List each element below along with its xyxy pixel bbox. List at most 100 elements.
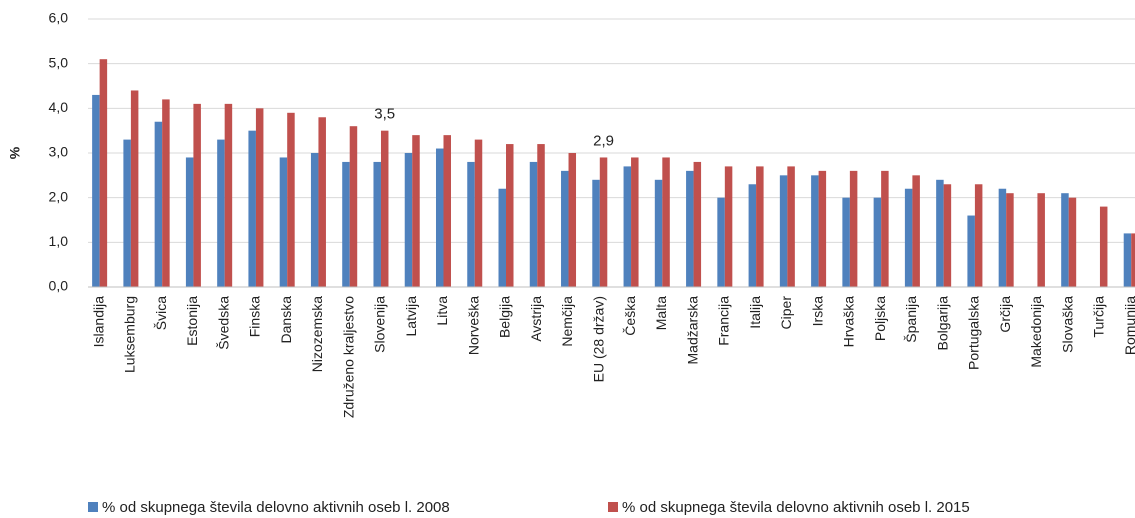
x-tick-label: Litva <box>434 296 450 326</box>
x-tick-label: Estonija <box>184 296 200 346</box>
x-tick-label: Hrvaška <box>841 296 857 348</box>
bar <box>693 161 702 287</box>
bar <box>154 121 163 287</box>
bar <box>912 175 920 287</box>
x-tick-label: Romunija <box>1122 296 1135 355</box>
y-tick-label: 5,0 <box>49 54 69 70</box>
y-axis-label: % <box>7 146 23 159</box>
bar <box>943 184 952 287</box>
bar <box>248 130 256 287</box>
bar <box>435 148 444 287</box>
bar <box>92 94 100 287</box>
bar <box>787 166 795 287</box>
bar <box>185 157 194 287</box>
bar <box>1061 193 1069 287</box>
x-tick-label: Slovenija <box>372 296 388 353</box>
x-tick-label: Makedonija <box>1028 296 1044 368</box>
bar <box>412 135 420 287</box>
bar <box>287 112 295 287</box>
x-tick-label: Nemčija <box>559 296 575 347</box>
bar <box>1099 206 1108 287</box>
bar <box>904 188 913 287</box>
bar <box>193 103 201 287</box>
bar <box>537 144 545 287</box>
bar <box>599 157 608 287</box>
bar <box>529 161 538 287</box>
x-tick-label: Finska <box>247 296 263 337</box>
x-tick-label: Bolgarija <box>934 296 950 351</box>
bar <box>936 179 944 287</box>
y-tick-label: 2,0 <box>49 188 69 204</box>
bar <box>974 184 983 287</box>
bar <box>1037 193 1045 287</box>
bar <box>443 135 451 287</box>
x-tick-label: Danska <box>278 296 294 344</box>
bar <box>474 139 483 287</box>
bar <box>748 184 757 287</box>
bar <box>1131 233 1135 287</box>
data-label: 2,9 <box>593 132 614 149</box>
bar <box>818 170 827 287</box>
bar <box>1068 197 1077 287</box>
y-tick-label: 4,0 <box>49 99 69 115</box>
bar <box>631 157 639 287</box>
x-tick-label: Norveška <box>465 296 481 355</box>
bar <box>467 161 475 287</box>
bar <box>310 153 319 287</box>
x-tick-label: Ciper <box>778 296 794 330</box>
bar <box>717 197 725 287</box>
bar <box>224 103 233 287</box>
y-tick-label: 3,0 <box>49 144 69 160</box>
bar <box>662 157 670 287</box>
bar <box>373 161 381 287</box>
x-tick-label: Luksemburg <box>122 296 138 373</box>
x-tick-label: Italija <box>747 296 763 329</box>
data-label: 3,5 <box>374 106 395 123</box>
x-tick-label: Avstrija <box>528 296 544 342</box>
bar <box>756 166 764 287</box>
bar <box>217 139 225 287</box>
x-tick-label: Nizozemska <box>309 296 325 372</box>
bar <box>998 188 1007 287</box>
bar <box>404 153 413 287</box>
bar <box>686 170 694 287</box>
x-tick-label: Švica <box>153 296 169 330</box>
x-tick-label: Turčija <box>1091 296 1107 338</box>
bar <box>255 108 264 287</box>
legend-swatch <box>88 502 98 512</box>
bar <box>561 170 569 287</box>
bar <box>881 170 889 287</box>
bar <box>162 99 170 288</box>
bar <box>380 130 389 287</box>
x-tick-label: Irska <box>809 296 825 327</box>
bar <box>779 175 788 287</box>
x-tick-label: Islandija <box>90 296 106 348</box>
bar <box>967 215 975 287</box>
x-tick-label: Združeno kraljestvo <box>340 296 356 418</box>
bar <box>1123 233 1132 287</box>
bar <box>811 175 819 287</box>
x-tick-label: Francija <box>716 296 732 346</box>
bar <box>849 170 858 287</box>
x-tick-label: Španija <box>903 296 919 343</box>
bar <box>506 144 514 287</box>
bar <box>99 59 108 288</box>
x-tick-label: Slovaška <box>1059 296 1075 353</box>
bar <box>498 188 507 287</box>
bar <box>568 153 577 287</box>
bar <box>724 166 733 287</box>
bar <box>592 179 600 287</box>
x-tick-label: Češka <box>622 296 638 336</box>
x-tick-label: Malta <box>653 296 669 330</box>
bar <box>342 161 350 287</box>
bar <box>279 157 288 287</box>
x-tick-label: Madžarska <box>684 296 700 365</box>
x-tick-label: Švedska <box>215 296 231 350</box>
bar <box>842 197 850 287</box>
bar <box>349 126 358 287</box>
bar <box>873 197 882 287</box>
bar <box>123 139 131 287</box>
x-tick-label: Latvija <box>403 296 419 337</box>
